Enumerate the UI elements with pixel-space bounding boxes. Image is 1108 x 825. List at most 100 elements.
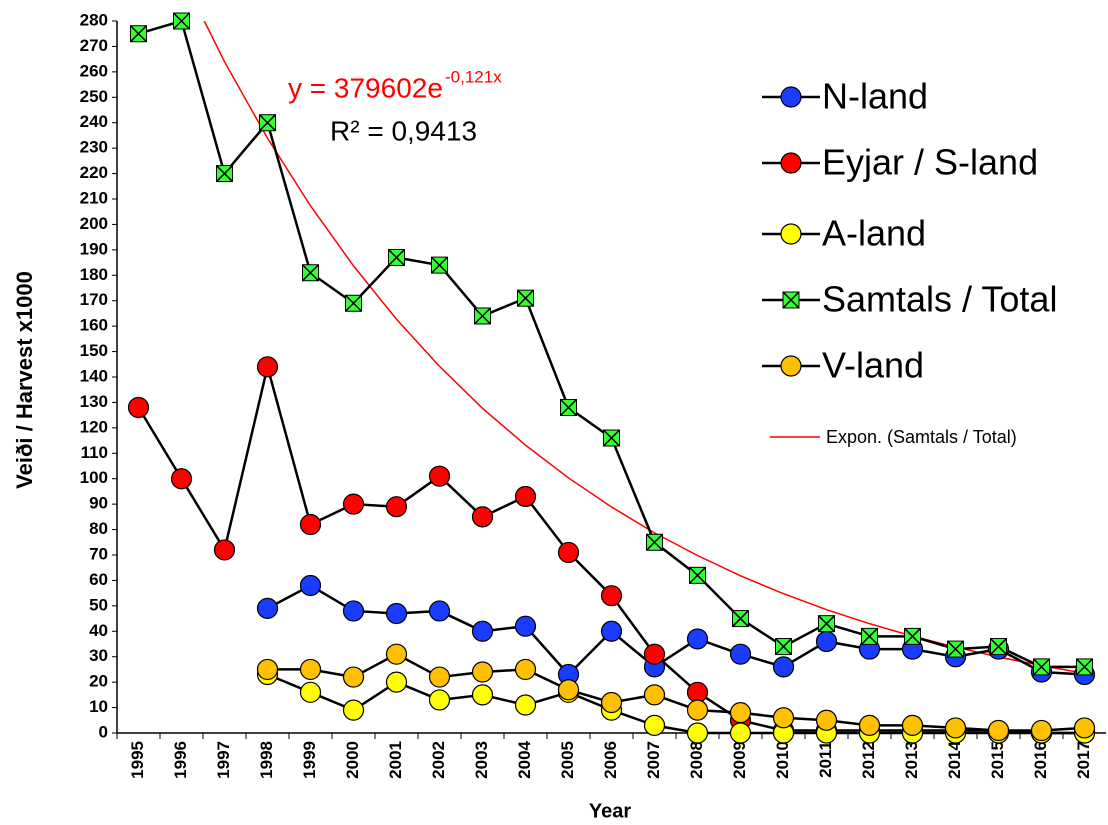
marker <box>170 468 193 490</box>
x-tick-label: 2017 <box>1074 741 1093 779</box>
legend-label: A-land <box>822 213 926 254</box>
marker <box>213 539 236 561</box>
marker-x <box>129 25 148 43</box>
y-tick-label: 170 <box>80 290 108 309</box>
marker <box>600 691 623 714</box>
marker <box>428 666 451 688</box>
marker <box>686 681 709 703</box>
y-tick-label: 270 <box>80 36 108 55</box>
x-tick-label: 2008 <box>687 741 706 779</box>
marker-x <box>645 533 664 551</box>
marker <box>731 610 750 628</box>
marker <box>989 638 1008 656</box>
marker <box>817 615 836 633</box>
marker <box>471 620 494 642</box>
x-tick-label: 2010 <box>773 741 792 779</box>
marker <box>686 699 709 721</box>
marker <box>858 714 881 736</box>
y-axis-label: Veiði / Harvest x1000 <box>12 271 37 489</box>
marker <box>815 630 838 653</box>
marker-x <box>903 627 922 645</box>
y-tick-label: 80 <box>89 519 108 538</box>
marker <box>782 291 800 309</box>
y-tick-label: 10 <box>89 697 108 716</box>
x-tick-label: 1995 <box>128 741 147 779</box>
marker <box>901 714 924 736</box>
marker-x <box>172 12 191 30</box>
x-tick-label: 2012 <box>859 741 878 779</box>
marker <box>342 600 365 622</box>
marker <box>387 248 406 267</box>
marker-x <box>344 294 363 312</box>
marker <box>127 396 150 419</box>
marker-x <box>989 638 1008 656</box>
trendline-group <box>203 21 1085 674</box>
x-tick-label: 2015 <box>988 741 1007 779</box>
marker <box>172 12 191 30</box>
marker <box>385 602 408 625</box>
y-tick-label: 20 <box>89 672 108 691</box>
marker-x <box>559 398 578 417</box>
marker <box>987 719 1010 742</box>
legend-label: N-land <box>822 76 928 117</box>
marker <box>215 165 234 183</box>
y-tick-label: 110 <box>81 443 108 462</box>
x-tick-label: 2005 <box>558 741 577 779</box>
legend-label: Eyjar / S-land <box>822 142 1038 183</box>
y-tick-label: 200 <box>80 214 108 233</box>
y-tick-label: 160 <box>80 316 108 335</box>
y-tick-label: 40 <box>89 621 108 640</box>
marker <box>428 465 451 487</box>
y-tick-label: 90 <box>89 494 108 513</box>
marker <box>559 398 578 417</box>
marker <box>643 714 666 736</box>
marker <box>1073 717 1096 739</box>
marker <box>514 694 537 716</box>
x-tick-label: 2001 <box>386 741 405 779</box>
x-tick-label: 2002 <box>429 741 448 779</box>
x-axis-label: Year <box>589 800 631 822</box>
marker-x <box>946 640 965 658</box>
y-tick-label: 250 <box>80 87 108 106</box>
marker <box>344 294 363 312</box>
x-tick-label: 2014 <box>945 740 964 778</box>
y-tick-label: 280 <box>80 10 108 29</box>
marker-x <box>688 566 707 584</box>
marker <box>780 223 802 245</box>
marker <box>256 356 279 378</box>
marker-x <box>301 264 320 282</box>
y-tick-label: 150 <box>80 341 108 360</box>
y-tick-label: 120 <box>80 417 108 436</box>
marker <box>780 355 802 377</box>
x-tick-label: 2009 <box>730 741 749 779</box>
marker <box>473 307 492 325</box>
marker <box>514 615 537 637</box>
marker <box>342 493 365 515</box>
marker <box>815 709 838 731</box>
marker <box>729 702 752 724</box>
x-tick-label: 1997 <box>214 741 233 779</box>
marker-x <box>731 610 750 628</box>
marker-x <box>774 638 793 656</box>
marker <box>514 485 537 508</box>
marker <box>471 684 494 706</box>
series-line <box>138 19 1085 669</box>
marker <box>1030 719 1053 742</box>
marker <box>643 684 666 706</box>
marker-x <box>430 256 449 274</box>
marker-x <box>817 615 836 633</box>
marker <box>299 513 322 536</box>
y-tick-label: 100 <box>80 468 108 487</box>
x-tick-label: 2003 <box>472 741 491 779</box>
marker <box>729 643 752 665</box>
x-tick-label: 2004 <box>515 740 534 778</box>
marker <box>385 496 408 518</box>
marker-x <box>1075 658 1094 676</box>
marker <box>258 114 277 132</box>
y-tick-label: 130 <box>80 392 108 411</box>
x-tick-label: 2011 <box>816 741 835 778</box>
marker <box>514 658 537 681</box>
x-tick-label: 1996 <box>171 741 190 779</box>
marker <box>600 620 623 642</box>
marker <box>428 600 451 622</box>
